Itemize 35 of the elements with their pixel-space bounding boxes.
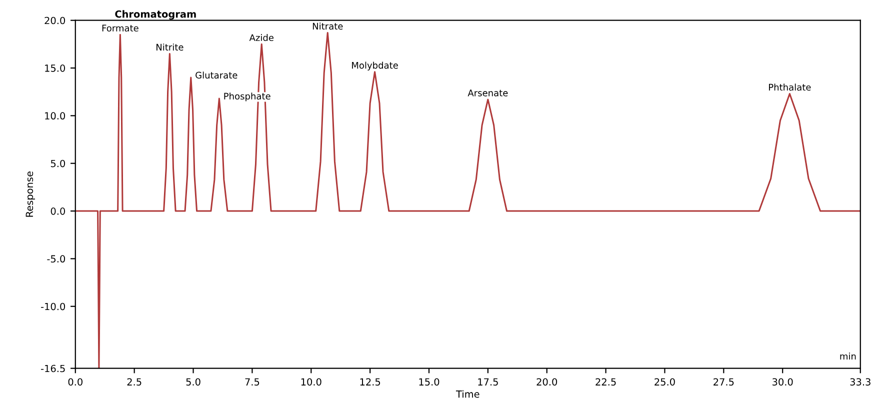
x-tick-label: 17.5 [478, 378, 498, 386]
x-tick-label: 30.0 [772, 378, 793, 386]
annotation: Molybdate [352, 62, 398, 70]
x-tick-label: 25.0 [654, 378, 675, 386]
chart-title: Chromatogram [115, 10, 196, 20]
annotation: Arsenate [468, 90, 508, 96]
x-tick-label: 27.5 [714, 378, 734, 386]
annotation: Glutarate [196, 72, 238, 79]
x-tick-label: 2.5 [127, 378, 142, 386]
y-tick-label: 10.0 [45, 112, 66, 120]
x-tick-label: 15.0 [419, 378, 440, 386]
y-tick-label: -5.0 [47, 255, 66, 263]
x-tick-label: 0.0 [68, 378, 82, 386]
y-tick-label: -16.5 [40, 364, 65, 372]
x-axis-title: Time [456, 390, 480, 398]
annotation: min [840, 352, 856, 360]
y-tick-label: 0.0 [50, 208, 66, 215]
annotation: Nitrite [156, 44, 184, 51]
x-tick-label: 5.0 [186, 378, 200, 386]
y-tick-label: 20.0 [44, 16, 66, 24]
y-tick-label: 5.0 [50, 160, 66, 168]
x-tick-label: 20.0 [536, 378, 558, 386]
annotation: Formate [102, 24, 138, 32]
x-tick-label: 22.5 [596, 378, 616, 386]
annotation: Phosphate [224, 92, 270, 102]
annotation: Phthalate [769, 84, 811, 91]
y-tick-label: -10.0 [40, 302, 66, 310]
x-tick-label: 10.0 [301, 378, 322, 386]
x-tick-label: 33.3 [850, 378, 870, 386]
x-tick-label: 12.5 [360, 378, 380, 386]
y-axis-title: Response [26, 172, 35, 217]
annotation: Nitrate [312, 22, 343, 30]
annotation: Azide [249, 34, 274, 42]
x-tick-label: 7.5 [245, 378, 260, 386]
y-tick-label: 15.0 [45, 64, 66, 72]
